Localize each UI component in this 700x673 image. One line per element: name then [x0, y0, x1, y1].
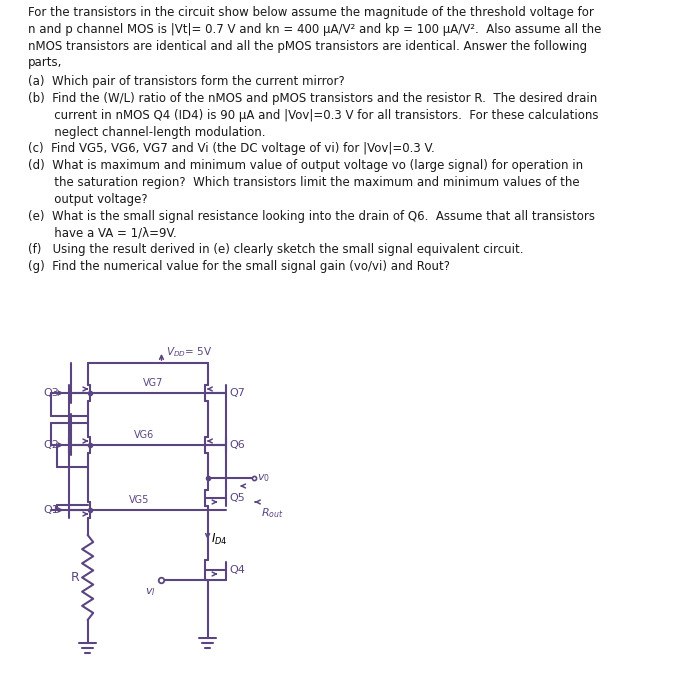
Text: $V_{DD}$= 5V: $V_{DD}$= 5V: [166, 345, 212, 359]
Text: current in nMOS Q4 (ID4) is 90 μA and |Vov|=0.3 V for all transistors.  For thes: current in nMOS Q4 (ID4) is 90 μA and |V…: [28, 109, 598, 122]
Text: $I_{D4}$: $I_{D4}$: [211, 532, 228, 546]
Text: Q4: Q4: [230, 565, 246, 575]
Text: Q7: Q7: [230, 388, 246, 398]
Text: VG6: VG6: [134, 430, 154, 440]
Text: R: R: [71, 571, 80, 584]
Text: (a)  Which pair of transistors form the current mirror?: (a) Which pair of transistors form the c…: [28, 75, 344, 88]
Text: For the transistors in the circuit show below assume the magnitude of the thresh: For the transistors in the circuit show …: [28, 6, 594, 19]
Text: (d)  What is maximum and minimum value of output voltage vo (large signal) for o: (d) What is maximum and minimum value of…: [28, 160, 583, 172]
Text: (c)  Find VG5, VG6, VG7 and Vi (the DC voltage of vi) for |Vov|=0.3 V.: (c) Find VG5, VG6, VG7 and Vi (the DC vo…: [28, 143, 435, 155]
Text: Q3: Q3: [43, 388, 59, 398]
Text: Q2: Q2: [43, 440, 60, 450]
Text: VG7: VG7: [143, 378, 163, 388]
Text: the saturation region?  Which transistors limit the maximum and minimum values o: the saturation region? Which transistors…: [28, 176, 580, 189]
Text: (g)  Find the numerical value for the small signal gain (vo/vi) and Rout?: (g) Find the numerical value for the sma…: [28, 260, 449, 273]
Text: $v_0$: $v_0$: [256, 472, 270, 484]
Text: Q6: Q6: [230, 440, 246, 450]
Text: have a VA = 1/λ=9V.: have a VA = 1/λ=9V.: [28, 226, 176, 240]
Text: Q5: Q5: [230, 493, 246, 503]
Text: $v_I$: $v_I$: [145, 586, 155, 598]
Text: Q1: Q1: [43, 505, 59, 515]
Text: output voltage?: output voltage?: [28, 192, 147, 206]
Text: VG5: VG5: [130, 495, 150, 505]
Text: neglect channel-length modulation.: neglect channel-length modulation.: [28, 126, 265, 139]
Text: nMOS transistors are identical and all the pMOS transistors are identical. Answe: nMOS transistors are identical and all t…: [28, 40, 587, 52]
Text: (b)  Find the (W/L) ratio of the nMOS and pMOS transistors and the resistor R.  : (b) Find the (W/L) ratio of the nMOS and…: [28, 92, 597, 105]
Text: (e)  What is the small signal resistance looking into the drain of Q6.  Assume t: (e) What is the small signal resistance …: [28, 209, 595, 223]
Text: n and p channel MOS is |Vt|= 0.7 V and kn = 400 μA/V² and kp = 100 μA/V².  Also : n and p channel MOS is |Vt|= 0.7 V and k…: [28, 23, 601, 36]
Text: parts,: parts,: [28, 57, 62, 69]
Text: (f)   Using the result derived in (e) clearly sketch the small signal equivalent: (f) Using the result derived in (e) clea…: [28, 243, 523, 256]
Text: $R_{out}$: $R_{out}$: [261, 506, 284, 520]
